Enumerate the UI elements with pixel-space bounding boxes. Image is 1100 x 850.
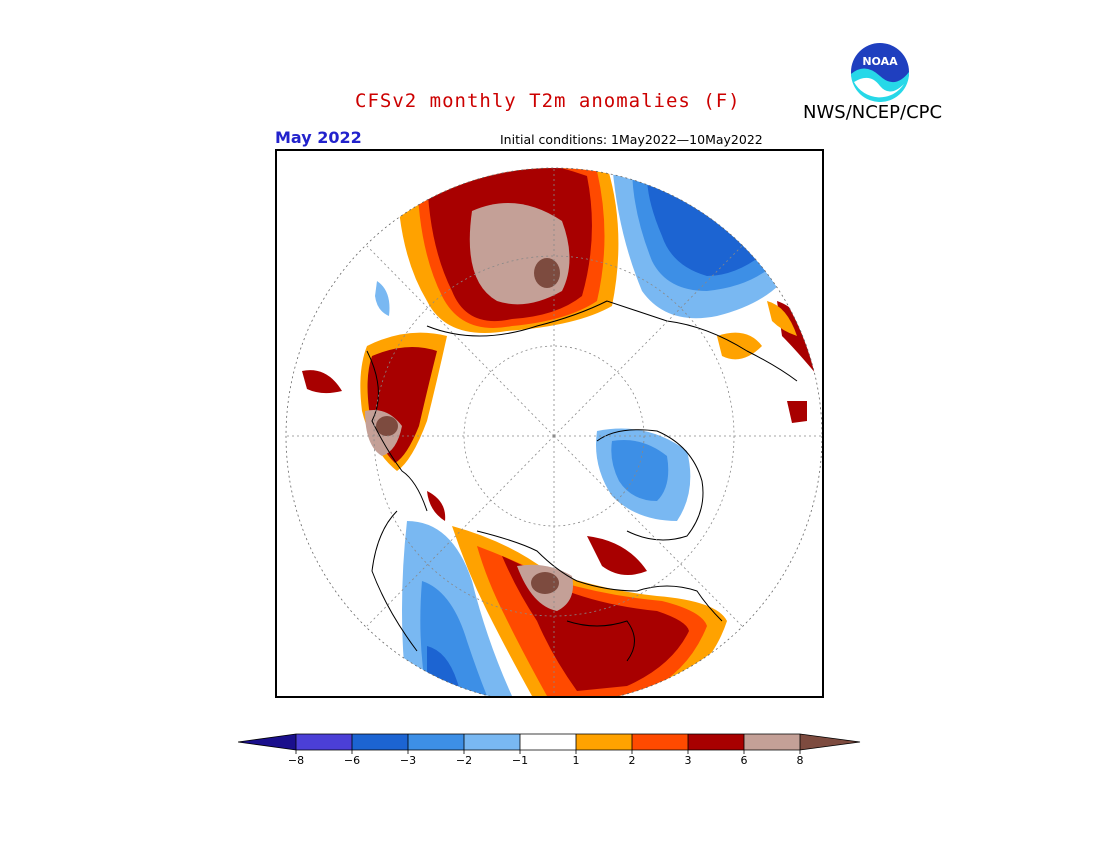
colorbar-tick-label: −3 xyxy=(399,754,417,767)
graticule xyxy=(286,168,822,696)
warm-anomaly-asia xyxy=(397,168,619,333)
colorbar-m8-m6 xyxy=(296,734,352,750)
map-panel xyxy=(275,149,824,698)
colorbar-tick-label: 6 xyxy=(740,754,748,767)
cold-anomaly-arctic xyxy=(596,428,691,521)
warm-anomaly-canada xyxy=(427,491,727,696)
colorbar-tick-label: 2 xyxy=(628,754,636,767)
colorbar-6-8 xyxy=(744,734,800,750)
colorbar xyxy=(238,733,861,754)
colorbar-1-2 xyxy=(576,734,632,750)
colorbar-gt-8 xyxy=(800,734,860,750)
noaa-logo-text: NOAA xyxy=(862,55,898,68)
colorbar-tick-label: 1 xyxy=(572,754,580,767)
colorbar-tick-label: −8 xyxy=(287,754,305,767)
colorbar-m2-m1 xyxy=(464,734,520,750)
agency-label: NWS/NCEP/CPC xyxy=(803,102,943,123)
map-title: CFSv2 monthly T2m anomalies (F) xyxy=(355,90,741,112)
colorbar-lt-m8 xyxy=(238,734,296,750)
colorbar-m6-m3 xyxy=(352,734,408,750)
colorbar-tick-label: −1 xyxy=(511,754,529,767)
colorbar-3-6 xyxy=(688,734,744,750)
colorbar-m3-m2 xyxy=(408,734,464,750)
initial-conditions-label: Initial conditions: 1May2022—10May2022 xyxy=(500,132,763,147)
noaa-logo: NOAA xyxy=(850,42,910,103)
coastlines xyxy=(366,300,798,662)
colorbar-2-3 xyxy=(632,734,688,750)
cold-anomaly-north-america xyxy=(402,521,512,696)
polar-anomaly-map xyxy=(285,167,822,696)
forecast-month: May 2022 xyxy=(275,128,362,147)
colorbar-tick-label: 3 xyxy=(684,754,692,767)
colorbar-tick-label: −6 xyxy=(343,754,361,767)
colorbar-m1-1 xyxy=(520,734,576,750)
colorbar-tick-label: 8 xyxy=(796,754,804,767)
colorbar-dividers xyxy=(295,734,801,754)
colorbar-segments xyxy=(238,734,860,750)
colorbar-tick-label: −2 xyxy=(455,754,473,767)
